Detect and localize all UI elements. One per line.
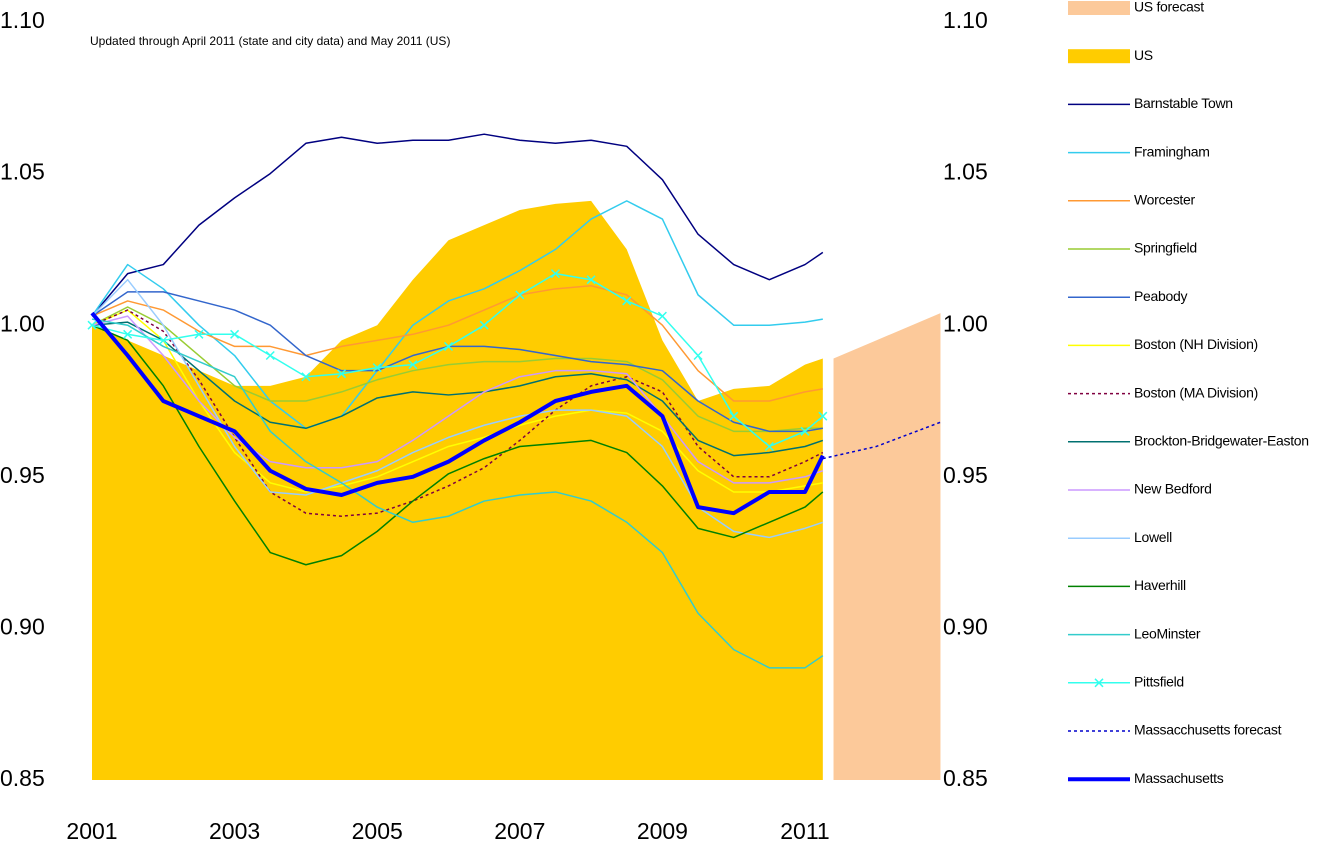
y2-tick-label: 1.10 xyxy=(943,7,988,33)
legend-label: New Bedford xyxy=(1134,481,1212,497)
y-tick-label: 1.10 xyxy=(0,7,45,33)
marker xyxy=(586,275,596,285)
legend-label: US forecast xyxy=(1134,0,1204,15)
y-tick-label: 1.05 xyxy=(0,159,45,185)
area xyxy=(92,200,823,780)
marker xyxy=(515,290,525,300)
legend-label: Boston (NH Division) xyxy=(1134,336,1258,352)
line xyxy=(90,311,825,516)
marker xyxy=(372,363,382,373)
legend-swatch xyxy=(1068,49,1130,64)
marker xyxy=(123,329,133,339)
marker xyxy=(729,411,739,421)
marker xyxy=(818,411,828,421)
line xyxy=(91,315,824,484)
marker xyxy=(194,329,204,339)
legend-label: Peabody xyxy=(1134,288,1187,304)
line xyxy=(91,291,823,433)
line xyxy=(91,278,824,539)
chart-subtitle: Updated through April 2011 (state and ci… xyxy=(90,34,450,48)
marker xyxy=(408,360,418,370)
area xyxy=(833,313,941,780)
x-tick-label: 2003 xyxy=(209,818,260,844)
line xyxy=(91,272,824,448)
marker xyxy=(158,335,168,345)
y2-tick-label: 0.95 xyxy=(943,462,988,488)
marker xyxy=(337,369,347,379)
y-tick-label: 0.85 xyxy=(0,765,45,791)
marker xyxy=(800,426,810,436)
legend-label: Brockton-Bridgewater-Easton xyxy=(1134,433,1309,449)
legend-label: Massachusetts xyxy=(1134,770,1224,786)
marker xyxy=(764,441,774,452)
line xyxy=(91,324,824,566)
legend-swatch xyxy=(1068,1,1130,15)
line xyxy=(91,309,823,493)
line xyxy=(91,133,824,317)
marker xyxy=(657,311,667,321)
line xyxy=(91,306,823,433)
legend-label: Springfield xyxy=(1134,240,1197,256)
x-tick-label: 2011 xyxy=(780,818,829,844)
legend-label: Worcester xyxy=(1134,192,1195,208)
line xyxy=(91,200,823,430)
legend-label: LeoMinster xyxy=(1134,625,1201,641)
marker xyxy=(550,269,560,279)
legend-label: Pittsfield xyxy=(1134,674,1184,690)
marker xyxy=(301,372,311,382)
line xyxy=(822,421,941,460)
y-tick-label: 1.00 xyxy=(0,310,45,336)
marker xyxy=(622,296,632,306)
legend-label: Haverhill xyxy=(1134,577,1186,593)
y2-tick-label: 0.85 xyxy=(943,765,988,791)
y-tick-label: 0.90 xyxy=(0,613,45,639)
line xyxy=(91,321,824,457)
marker xyxy=(87,320,97,330)
x-tick-label: 2001 xyxy=(66,818,117,844)
marker xyxy=(693,350,703,361)
y2-tick-label: 0.90 xyxy=(943,613,988,639)
legend-label: Barnstable Town xyxy=(1134,95,1233,111)
legend-marker xyxy=(1094,678,1104,688)
line xyxy=(91,318,824,669)
marker xyxy=(265,350,275,361)
legend-label: Massacchusetts forecast xyxy=(1134,722,1282,738)
line xyxy=(91,309,824,517)
marker xyxy=(230,329,240,339)
legend-label: Framingham xyxy=(1134,143,1210,159)
x-tick-label: 2009 xyxy=(637,818,688,844)
x-tick-label: 2005 xyxy=(352,818,403,844)
y2-tick-label: 1.00 xyxy=(943,310,988,336)
y2-tick-label: 1.05 xyxy=(943,159,988,185)
legend-label: Boston (MA Division) xyxy=(1134,384,1258,400)
y-tick-label: 0.95 xyxy=(0,462,45,488)
marker xyxy=(479,320,489,330)
marker xyxy=(443,341,454,351)
legend-label: US xyxy=(1134,47,1153,63)
legend-label: Lowell xyxy=(1134,529,1172,545)
x-tick-label: 2007 xyxy=(494,818,545,844)
